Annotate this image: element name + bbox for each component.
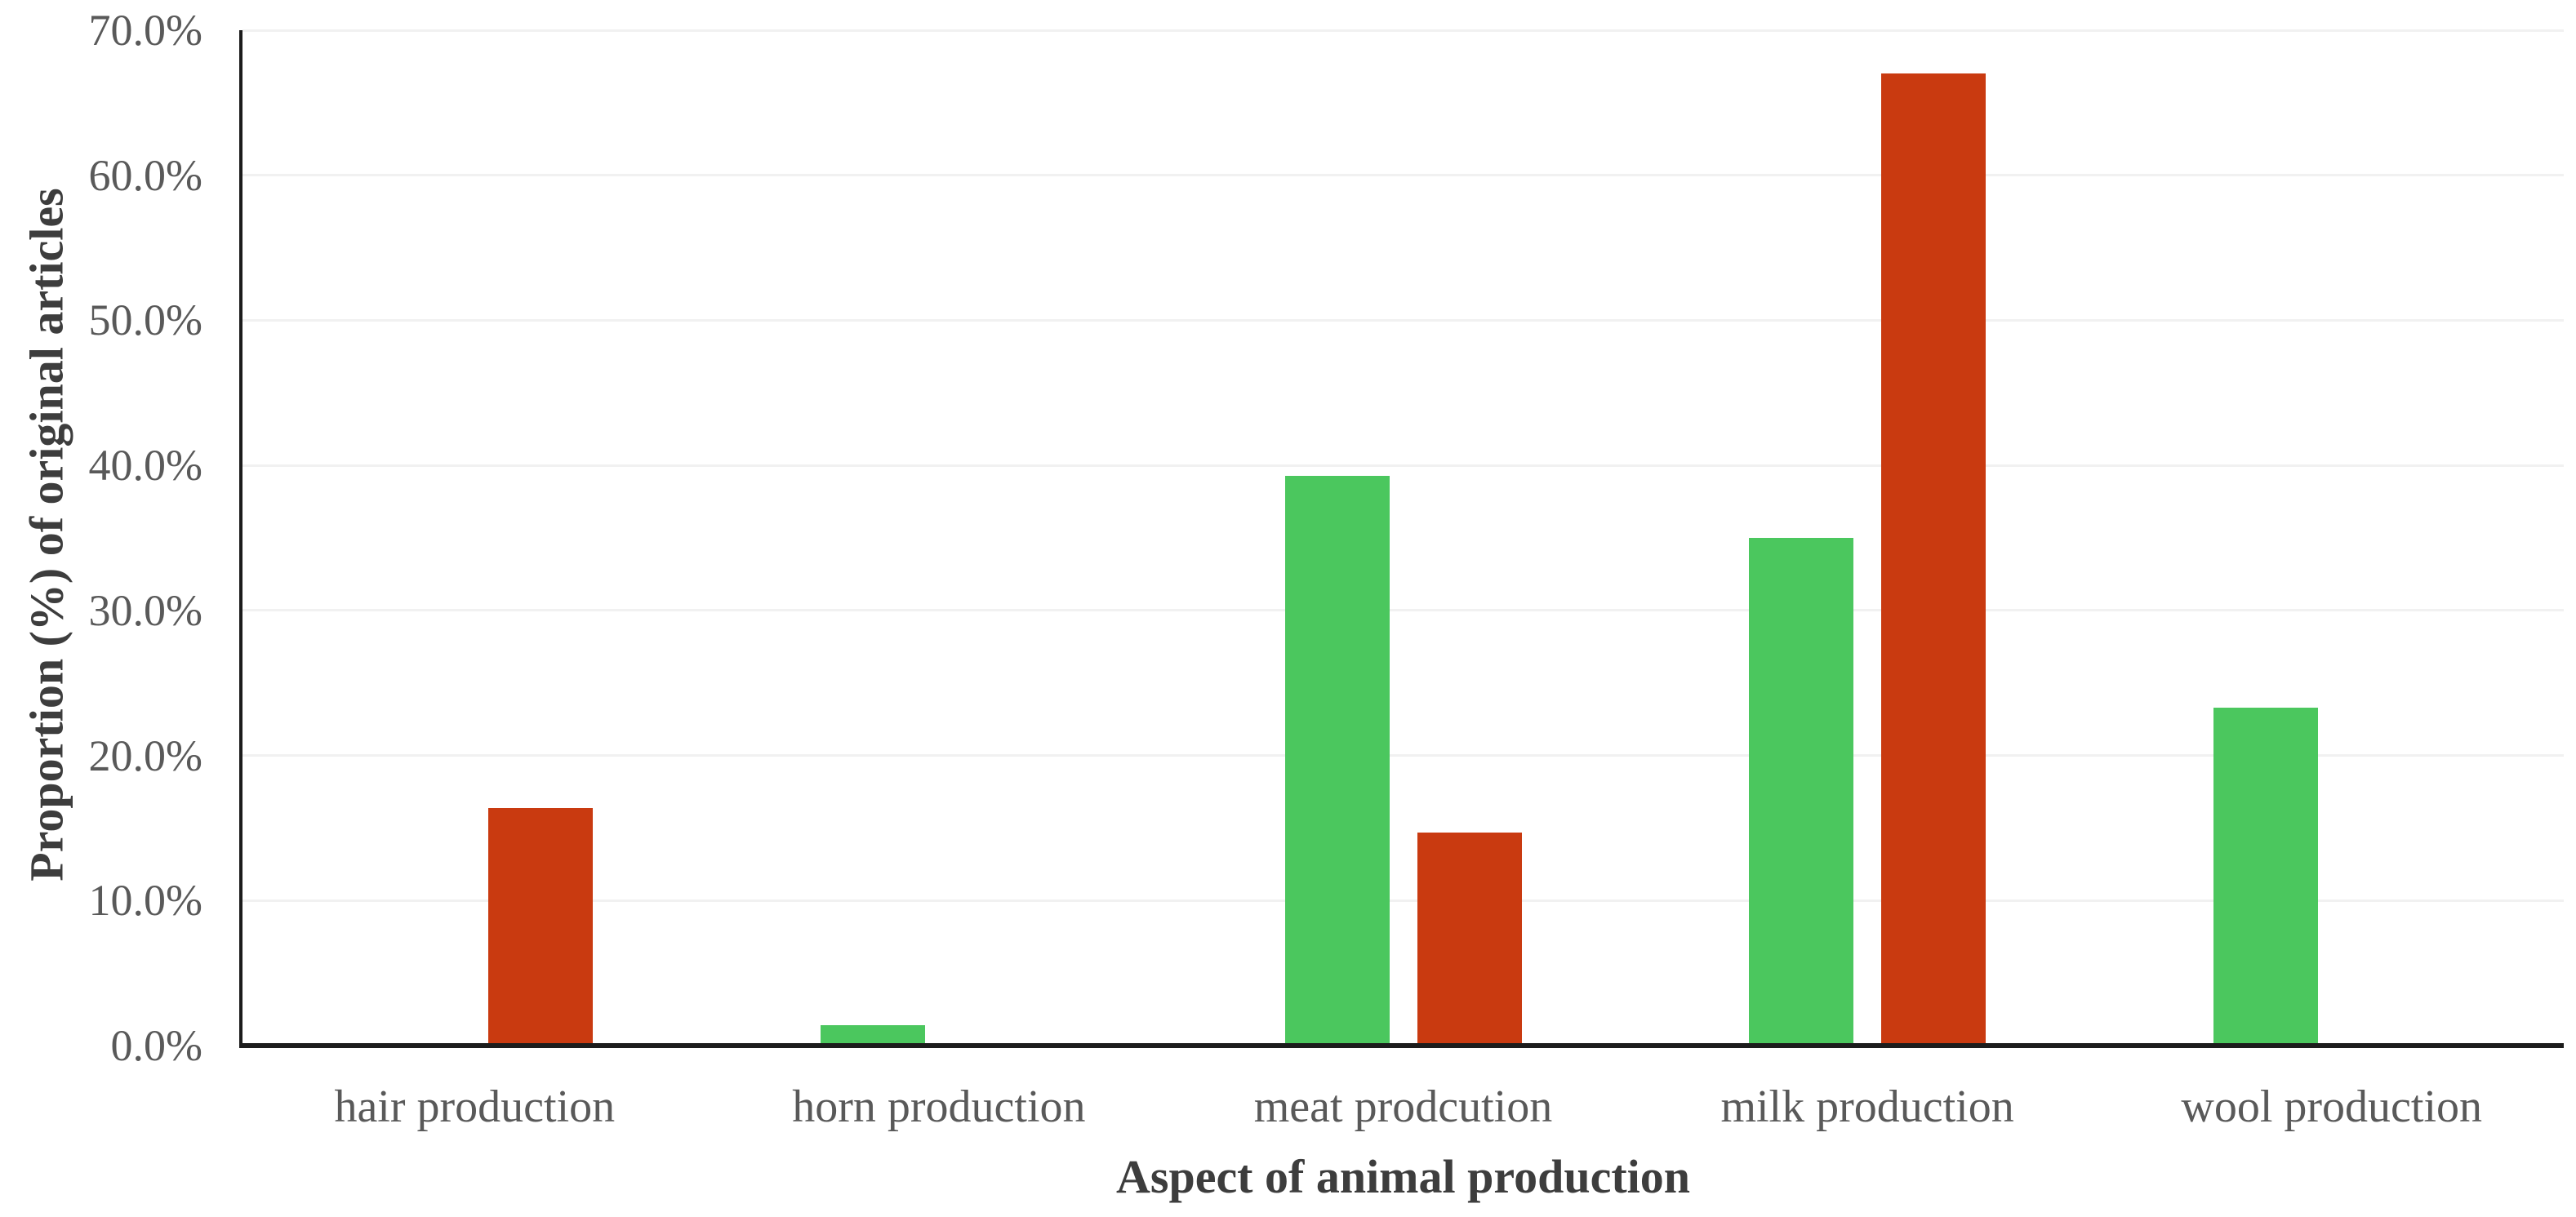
y-tick-label: 10.0% — [88, 876, 202, 926]
bar-red-milk-production — [1881, 73, 1987, 1046]
y-tick-label: 60.0% — [88, 150, 202, 200]
x-tick-label: wool production — [2181, 1082, 2482, 1132]
gridline — [242, 754, 2564, 757]
y-tick-label: 30.0% — [88, 585, 202, 635]
y-tick-label: 50.0% — [88, 295, 202, 345]
gridline — [242, 464, 2564, 467]
y-tick-label: 20.0% — [88, 731, 202, 780]
bar-green-meat-prodcution — [1284, 475, 1390, 1046]
y-tick-label: 40.0% — [88, 441, 202, 491]
x-tick-label: milk production — [1720, 1082, 2014, 1132]
bar-green-horn-production — [820, 1025, 925, 1046]
gridline — [242, 609, 2564, 612]
gridline — [242, 899, 2564, 902]
y-tick-label: 70.0% — [88, 6, 202, 55]
y-axis-line — [239, 30, 242, 1047]
gridline — [242, 29, 2564, 32]
gridline — [242, 174, 2564, 177]
bar-green-wool-production — [2213, 707, 2318, 1046]
gridline — [242, 318, 2564, 322]
x-tick-label: hair production — [334, 1082, 616, 1132]
x-tick-label: meat prodcution — [1253, 1082, 1553, 1132]
bar-red-meat-prodcution — [1417, 832, 1522, 1046]
x-tick-label: horn production — [792, 1082, 1086, 1132]
x-axis-line — [239, 1043, 2564, 1048]
bar-green-milk-production — [1749, 538, 1854, 1046]
y-tick-label: 0.0% — [110, 1021, 202, 1070]
bar-red-hair-production — [488, 807, 594, 1046]
x-axis-title: Aspect of animal production — [1115, 1150, 1691, 1203]
